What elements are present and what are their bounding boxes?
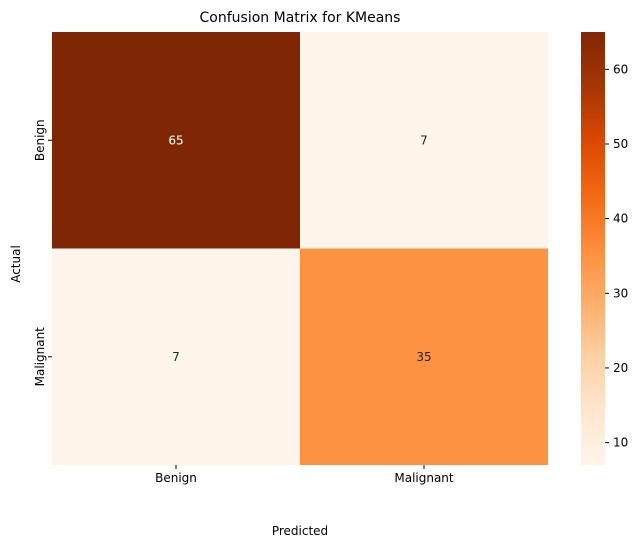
heatmap-cell <box>52 32 300 249</box>
cell-value-label: 35 <box>416 350 431 364</box>
x-tick-label: Benign <box>155 471 197 485</box>
y-tick-label: Benign <box>33 119 47 161</box>
cell-value-label: 65 <box>168 133 183 147</box>
cell-value-label: 7 <box>420 133 428 147</box>
chart-title: Confusion Matrix for KMeans <box>200 10 401 26</box>
colorbar-tick-label: 10 <box>613 436 628 450</box>
colorbar-tick-label: 30 <box>613 286 628 300</box>
colorbar-tick-label: 50 <box>613 137 628 151</box>
heatmap-cells: 65 7 7 35 <box>52 32 548 465</box>
heatmap-cell <box>300 248 548 465</box>
colorbar <box>581 32 605 465</box>
x-axis-ticks: Benign Malignant <box>155 465 454 485</box>
colorbar-tick-label: 60 <box>613 62 628 76</box>
x-axis-label: Predicted <box>272 524 328 538</box>
heatmap-cell <box>52 248 300 465</box>
y-tick-label: Malignant <box>33 327 47 387</box>
colorbar-tick-label: 20 <box>613 361 628 375</box>
heatmap-cell <box>300 32 548 249</box>
x-tick-label: Malignant <box>394 471 454 485</box>
y-axis-ticks: Benign Malignant <box>33 119 52 386</box>
colorbar-tick-label: 40 <box>613 212 628 226</box>
colorbar-ticks: 10 20 30 40 50 60 <box>605 62 628 450</box>
cell-value-label: 7 <box>172 350 180 364</box>
y-axis-label: Actual <box>9 245 23 283</box>
